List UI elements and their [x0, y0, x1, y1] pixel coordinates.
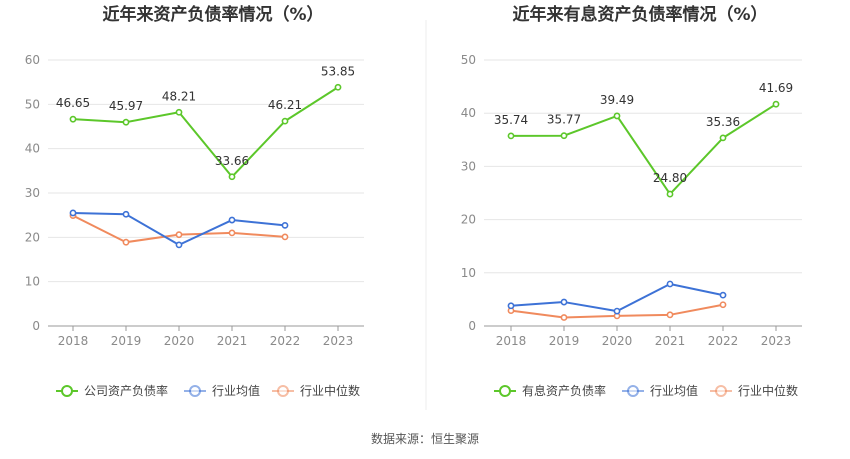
y-tick-label: 50 — [25, 97, 40, 111]
x-tick-label: 2019 — [549, 334, 580, 348]
data-label: 24.80 — [653, 171, 687, 185]
data-point — [69, 209, 77, 217]
series-line — [510, 282, 724, 313]
legend-item: 公司资产负债率 — [56, 383, 168, 398]
y-tick-label: 30 — [461, 159, 476, 173]
data-label: 53.85 — [321, 64, 355, 78]
data-point — [666, 311, 674, 319]
x-tick-label: 2020 — [602, 334, 633, 348]
legend-item: 有息资产负债率 — [494, 383, 606, 398]
data-point — [175, 108, 183, 116]
chart-panel-2: 近年来有息资产负债率情况（%） 0 10 20 30 40 50 2018 2019 2020 20… — [461, 4, 802, 398]
x-tick-label: 2023 — [323, 334, 354, 348]
data-point — [281, 233, 289, 241]
legend-item: 行业均值 — [622, 383, 698, 398]
data-label: 35.36 — [706, 115, 740, 129]
data-source-label: 数据来源：恒生聚源 — [371, 431, 479, 446]
legend-item: 行业均值 — [184, 383, 260, 398]
y-tick-label: 40 — [461, 106, 476, 120]
data-point — [560, 132, 568, 140]
x-tick-label: 2022 — [708, 334, 739, 348]
data-point — [228, 173, 236, 181]
legend-label: 有息资产负债率 — [522, 383, 606, 398]
y-tick-label: 0 — [468, 319, 476, 333]
data-point — [228, 229, 236, 237]
data-label: 33.66 — [215, 154, 249, 168]
legend-item: 行业中位数 — [710, 383, 798, 398]
data-point — [666, 190, 674, 198]
chart-title: 近年来资产负债率情况（%） — [102, 4, 323, 25]
x-tick-label: 2019 — [111, 334, 142, 348]
data-point — [666, 280, 674, 288]
series-line — [510, 103, 777, 196]
y-tick-label: 60 — [25, 53, 40, 67]
data-point — [560, 314, 568, 321]
legend-label: 行业均值 — [650, 383, 698, 398]
data-point — [772, 100, 780, 108]
data-point — [175, 231, 183, 239]
data-point — [281, 221, 289, 229]
data-label: 46.65 — [56, 96, 90, 110]
data-label: 39.49 — [600, 93, 634, 107]
legend-item: 行业中位数 — [272, 383, 360, 398]
data-point — [228, 216, 236, 224]
data-point — [560, 298, 568, 306]
y-tick-label: 20 — [461, 213, 476, 227]
x-tick-label: 2018 — [496, 334, 527, 348]
y-tick-label: 30 — [25, 186, 40, 200]
y-tick-label: 0 — [32, 319, 40, 333]
data-point — [719, 291, 727, 299]
chart-title: 近年来有息资产负债率情况（%） — [512, 4, 767, 25]
data-point — [719, 134, 727, 142]
data-label: 41.69 — [759, 81, 793, 95]
data-point — [719, 301, 727, 309]
series-line — [72, 86, 339, 178]
y-tick-label: 50 — [461, 53, 476, 67]
data-point — [613, 307, 621, 315]
data-point — [69, 115, 77, 123]
x-tick-label: 2021 — [217, 334, 248, 348]
data-point — [334, 83, 342, 91]
y-tick-label: 40 — [25, 142, 40, 156]
data-label: 46.21 — [268, 98, 302, 112]
data-label: 35.74 — [494, 113, 528, 127]
legend-label: 行业均值 — [212, 383, 260, 398]
legend-marker — [189, 385, 201, 397]
legend-label: 公司资产负债率 — [84, 383, 168, 398]
data-point — [507, 302, 515, 310]
x-tick-label: 2021 — [655, 334, 686, 348]
x-tick-label: 2023 — [761, 334, 792, 348]
legend-label: 行业中位数 — [738, 383, 798, 398]
legend-marker — [627, 385, 639, 397]
legend-label: 行业中位数 — [300, 383, 360, 398]
series-line — [72, 211, 286, 246]
series-line — [72, 214, 286, 244]
x-tick-label: 2022 — [270, 334, 301, 348]
legend-marker — [499, 385, 511, 397]
y-tick-label: 20 — [25, 230, 40, 244]
y-tick-label: 10 — [461, 266, 476, 280]
data-point — [281, 117, 289, 125]
data-point — [122, 118, 130, 126]
data-point — [122, 238, 130, 246]
data-point — [122, 210, 130, 218]
chart-panel-1: 近年来资产负债率情况（%） 0 10 20 30 40 50 60 2018 2019 2020 20… — [25, 4, 364, 398]
x-tick-label: 2018 — [58, 334, 89, 348]
data-label: 35.77 — [547, 113, 581, 127]
data-point — [175, 241, 183, 249]
y-tick-label: 10 — [25, 275, 40, 289]
data-point — [613, 112, 621, 120]
data-label: 45.97 — [109, 99, 143, 113]
data-label: 48.21 — [162, 89, 196, 103]
data-point — [507, 132, 515, 140]
legend-marker — [277, 385, 289, 397]
legend-marker — [61, 385, 73, 397]
x-tick-label: 2020 — [164, 334, 195, 348]
legend-marker — [715, 385, 727, 397]
